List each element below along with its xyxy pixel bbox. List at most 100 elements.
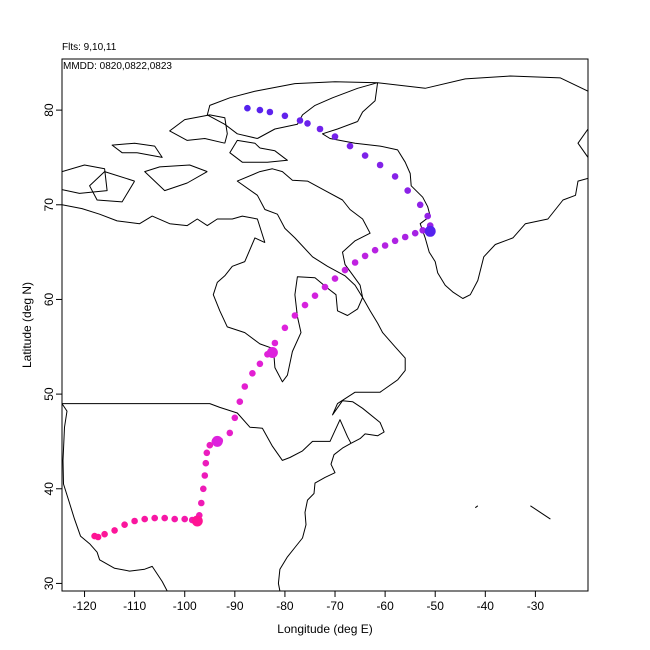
x-tick-label: -100: [173, 599, 197, 613]
track-point: [256, 106, 264, 114]
track-point: [131, 517, 138, 525]
x-tick-label: -90: [226, 599, 244, 613]
track-point: [371, 246, 379, 254]
y-axis-label: Latitude (deg N): [20, 282, 34, 368]
track-point: [351, 259, 359, 266]
coastline: [144, 164, 208, 192]
coastline: [212, 237, 364, 383]
x-tick-label: -110: [123, 599, 146, 613]
track-point: [171, 515, 178, 523]
coastline: [62, 403, 352, 461]
track-point: [271, 339, 279, 347]
coastline: [357, 82, 379, 122]
plot-frame: [61, 58, 589, 592]
coastline: [474, 505, 479, 509]
y-tick-label: 30: [42, 576, 56, 590]
track-point: [361, 152, 369, 159]
track-point: [101, 530, 108, 538]
track-point: [424, 212, 432, 220]
track-point: [419, 227, 427, 234]
track-point: [311, 292, 319, 300]
track-point: [151, 514, 158, 522]
coastline: [62, 204, 266, 243]
x-tick-label: -80: [276, 599, 294, 613]
track-point: [304, 120, 311, 127]
track-point: [141, 515, 148, 523]
track-point: [381, 242, 389, 249]
x-tick-label: -120: [73, 599, 97, 613]
track-point: [236, 398, 244, 406]
dates-label: MMDD: 0820,0822,0823: [63, 61, 172, 72]
axes: -120 -110 -100 -90 -80 -70 -60 -50 -40 -30 30 40 50 6…: [20, 58, 589, 636]
track-point: [256, 360, 264, 368]
track-point: [281, 112, 289, 120]
track-point: [391, 173, 399, 180]
track-point: [198, 499, 205, 507]
track-point: [226, 429, 234, 437]
coastline: [577, 128, 588, 158]
coastline: [277, 442, 352, 591]
coastline: [62, 403, 168, 591]
track-point: [281, 324, 289, 332]
track-point: [241, 383, 249, 390]
track-point: [331, 133, 339, 140]
track-point: [203, 449, 211, 457]
flight-track-layer: [91, 104, 436, 541]
coastline-layer: [62, 75, 588, 591]
coastline: [332, 297, 406, 444]
track-point: [161, 514, 168, 522]
track-point: [316, 125, 324, 133]
y-tick-label: 80: [42, 103, 56, 117]
coastline: [236, 168, 371, 298]
track-point: [201, 472, 209, 479]
coastline: [377, 75, 588, 92]
track-point: [202, 459, 210, 467]
coastline: [229, 139, 288, 163]
track-point: [391, 237, 399, 245]
track-point: [376, 161, 384, 169]
track-point: [249, 370, 256, 377]
track-point: [321, 283, 329, 291]
flights-label: Flts: 9,10,11: [62, 42, 117, 53]
track-marker: [424, 225, 436, 237]
track-point: [200, 485, 207, 493]
track-point: [404, 187, 412, 194]
x-tick-label: -30: [527, 599, 545, 613]
coastline: [322, 121, 588, 299]
track-marker: [211, 435, 223, 447]
track-point: [411, 229, 419, 237]
coastline: [89, 171, 136, 203]
x-tick-label: -70: [326, 599, 344, 613]
track-point: [416, 201, 424, 209]
y-tick-label: 50: [42, 387, 56, 401]
track-point: [291, 312, 299, 319]
y-tick-label: 70: [42, 198, 56, 212]
track-point: [206, 441, 214, 449]
coastline: [111, 142, 163, 158]
track-point: [121, 521, 128, 528]
coastline: [206, 81, 379, 139]
track-point: [296, 117, 304, 124]
x-tick-label: -50: [427, 599, 445, 613]
y-tick-label: 60: [42, 292, 56, 306]
track-point: [181, 515, 188, 523]
x-tick-label: -60: [376, 599, 394, 613]
track-point: [94, 533, 102, 541]
track-point: [401, 233, 409, 241]
track-marker: [191, 515, 203, 527]
y-tick-label: 40: [42, 482, 56, 496]
track-point: [301, 301, 309, 309]
track-point: [244, 104, 251, 112]
x-axis-label: Longitude (deg E): [277, 622, 372, 636]
track-point: [266, 108, 274, 116]
coastline: [169, 114, 228, 144]
coastline: [62, 164, 108, 194]
coastline: [530, 505, 551, 520]
track-marker: [266, 347, 278, 358]
track-point: [111, 527, 118, 534]
track-point: [346, 142, 354, 150]
x-tick-label: -40: [477, 599, 495, 613]
track-point: [361, 252, 369, 260]
track-point: [231, 414, 239, 422]
